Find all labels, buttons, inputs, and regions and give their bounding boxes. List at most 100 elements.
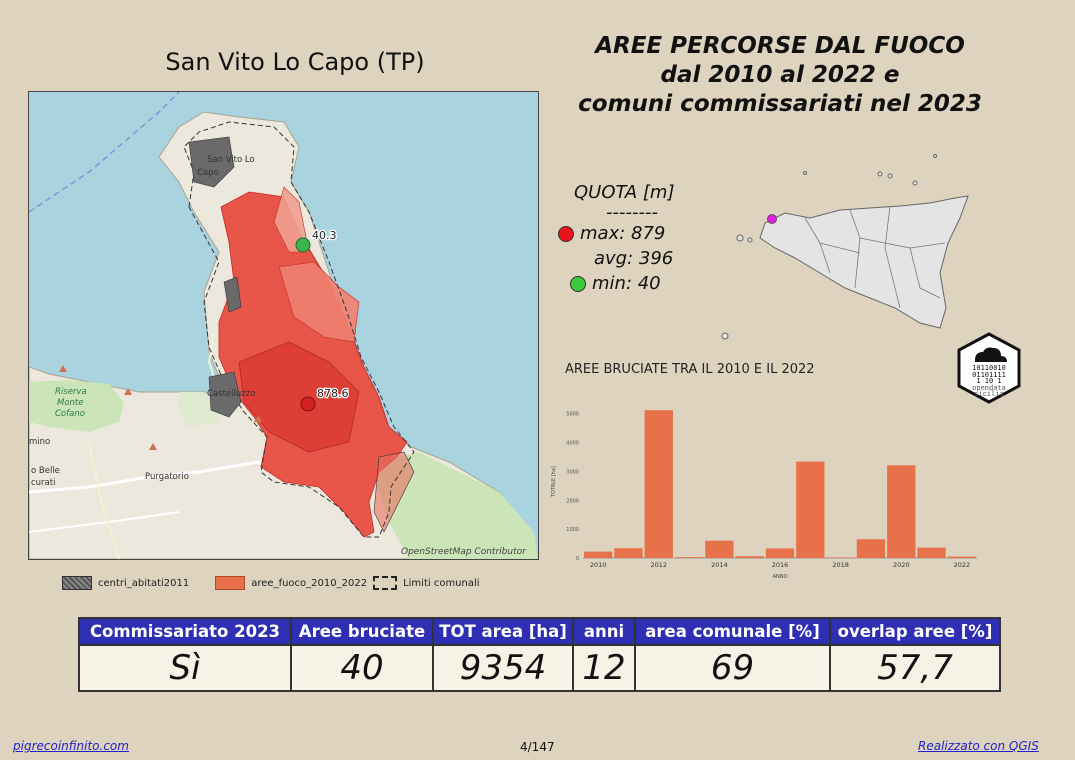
elevation-title: QUOTA [m] [574, 182, 675, 203]
peak-marker [124, 388, 132, 395]
footer-website-link[interactable]: pigrecoinfinito.com [13, 739, 129, 753]
min-dot-icon [570, 275, 586, 292]
value-commissariato: Sì [78, 644, 292, 692]
road [88, 441, 120, 559]
bar-2021 [917, 547, 946, 558]
bar-2019 [856, 539, 886, 558]
x-tick-label: 2014 [711, 561, 728, 569]
sicily-inset-map [721, 154, 969, 340]
burnt-area [273, 186, 310, 253]
burnt-area [373, 451, 415, 533]
map-label-belle-1: o Belle [31, 466, 60, 476]
island [877, 171, 883, 177]
reserve-monte-cofano [29, 380, 124, 432]
legend-item-burnt: aree_fuoco_2010_2022 [215, 576, 367, 590]
map-label-purgatorio: Purgatorio [145, 472, 189, 482]
y-tick-label: 0 [576, 556, 579, 562]
map-label-riserva-3: Cofano [55, 409, 85, 419]
map-label-town-2: Capo [197, 168, 219, 178]
y-tick-label: 4000 [566, 441, 579, 447]
value-aree-bruciate: 40 [290, 644, 434, 692]
map-label-mino: mino [29, 437, 50, 447]
svg-text:01101111: 01101111 [972, 371, 1006, 379]
map-label-castelluzzo: Castelluzzo [207, 389, 255, 399]
map-label-town-1: San Vito Lo [207, 155, 255, 165]
bar-2013 [674, 557, 704, 558]
stats-table: Commissariato 2023 Aree bruciate TOT are… [78, 617, 1001, 692]
map-attribution: OpenStreetMap Contributor [401, 547, 527, 557]
y-tick-label: 3000 [566, 469, 579, 475]
map-label-riserva-2: Monte [57, 398, 83, 408]
svg-text:10110010: 10110010 [972, 364, 1006, 372]
island [747, 237, 753, 243]
min-elevation-point[interactable] [295, 237, 311, 253]
legend-label: aree_fuoco_2010_2022 [251, 577, 368, 589]
elevation-separator: -------- [606, 202, 658, 223]
bar-2011 [614, 548, 643, 558]
page-number: 4/147 [520, 740, 555, 754]
header-aree-bruciate: Aree bruciate [290, 617, 434, 646]
province-border [819, 242, 861, 254]
province-border [909, 247, 941, 299]
map-label-riserva-1: Riserva [55, 387, 87, 397]
bar-2015 [735, 556, 764, 558]
main-title: AREE PERCORSE DAL FUOCO dal 2010 al 2022… [560, 32, 1000, 119]
island [887, 173, 893, 179]
map-view[interactable]: San Vito Lo Capo Castelluzzo Riserva Mon… [28, 91, 539, 560]
chart-title: AREE BRUCIATE TRA IL 2010 E IL 2022 [565, 362, 815, 377]
value-anni: 12 [572, 644, 636, 692]
stats-header-row: Commissariato 2023 Aree bruciate TOT are… [78, 617, 1001, 646]
burnt-area [238, 341, 360, 453]
maritime-boundary [29, 92, 180, 213]
header-anni: anni [572, 617, 636, 646]
min-elevation-label: 40.3 [312, 229, 337, 242]
x-tick-label: 2020 [893, 561, 910, 569]
main-title-line-2: dal 2010 al 2022 e [660, 62, 900, 88]
svg-text:sicilia: sicilia [974, 390, 1004, 398]
max-elevation-label: 878.6 [317, 387, 349, 400]
peak-marker [254, 415, 262, 422]
burnt-area [278, 261, 360, 343]
header-commissariato: Commissariato 2023 [78, 617, 292, 646]
boundary-swatch [373, 576, 398, 590]
y-tick-label: 5000 [566, 412, 579, 418]
legend-item-boundary: Limiti comunali [373, 576, 480, 590]
x-axis-label: ANNO [773, 574, 788, 580]
elevation-avg: avg: 396 [594, 248, 674, 269]
bar-2022 [947, 556, 976, 558]
opendata-sicilia-logo: 10110010 01101111 1 10 1 opendata sicili… [957, 332, 1021, 404]
y-tick-label: 2000 [566, 498, 579, 504]
value-tot-area: 9354 [432, 644, 574, 692]
place-title: San Vito Lo Capo (TP) [165, 48, 425, 76]
header-overlap: overlap aree [%] [829, 617, 1001, 646]
bar-2020 [887, 465, 916, 558]
built-up-area-san-vito [188, 136, 235, 188]
bar-2017 [796, 461, 825, 558]
built-up-area-small [223, 276, 242, 313]
max-elevation-point[interactable] [300, 396, 316, 412]
legend-label: Limiti comunali [403, 577, 480, 589]
main-title-line-1: AREE PERCORSE DAL FUOCO [595, 33, 965, 59]
built-up-area-castelluzzo [208, 371, 242, 418]
island [933, 154, 937, 158]
elevation-max: max: 879 [580, 223, 666, 244]
bar-2012 [644, 410, 673, 558]
x-tick-label: 2016 [772, 561, 789, 569]
footer-qgis-link[interactable]: Realizzato con QGIS [918, 739, 1039, 753]
map-label-belle-2: curati [31, 478, 55, 488]
island [721, 332, 729, 340]
x-tick-label: 2010 [590, 561, 607, 569]
bar-2014 [705, 540, 734, 558]
built-up-swatch [62, 576, 92, 590]
main-title-line-3: comuni commissariati nel 2023 [578, 91, 982, 117]
san-vito-location-marker [767, 214, 777, 224]
elevation-legend: QUOTA [m] -------- max: 879 avg: 396 min… [558, 180, 708, 296]
svg-text:1 10 1: 1 10 1 [976, 377, 1001, 385]
road [29, 511, 180, 533]
svg-text:opendata: opendata [972, 384, 1006, 392]
value-overlap: 57,7 [829, 644, 1001, 692]
x-tick-label: 2022 [954, 561, 971, 569]
header-tot-area: TOT area [ha] [432, 617, 574, 646]
municipal-boundary [183, 121, 415, 538]
map-svg: San Vito Lo Capo Castelluzzo Riserva Mon… [29, 92, 538, 559]
